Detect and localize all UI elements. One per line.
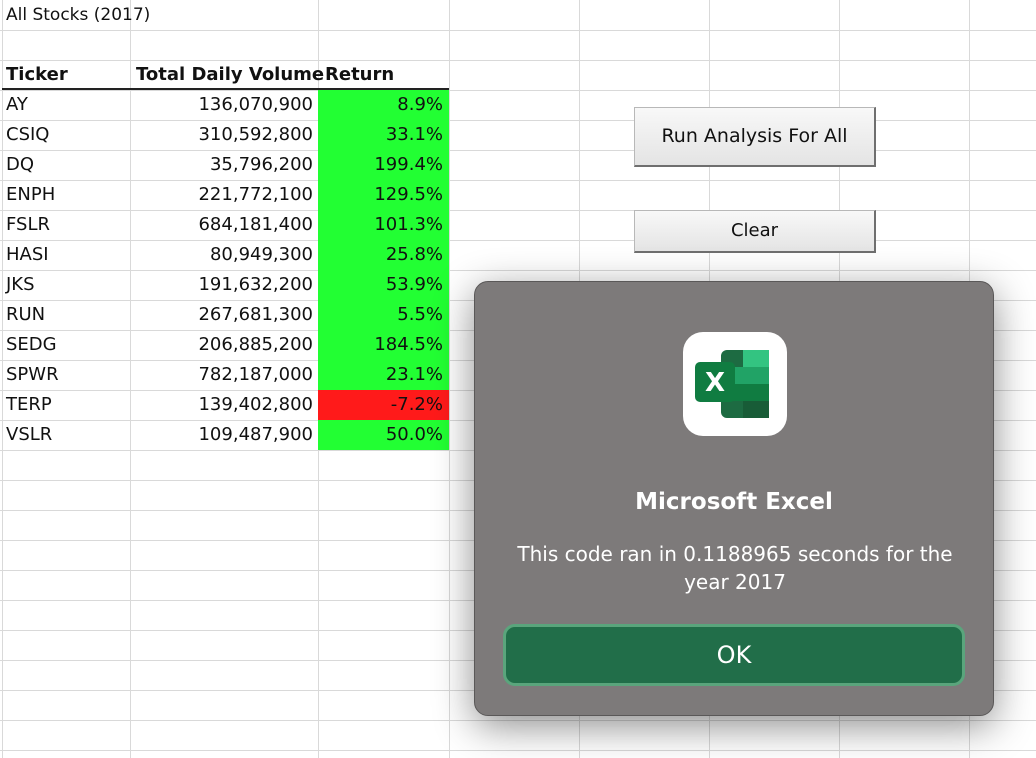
ticker-cell[interactable]: TERP: [6, 394, 52, 415]
grid-row-line: [0, 90, 1036, 91]
return-fill: [318, 210, 449, 240]
header-return: Return: [325, 64, 395, 85]
return-cell[interactable]: 184.5%: [374, 334, 443, 355]
volume-cell[interactable]: 80,949,300: [209, 244, 313, 265]
return-fill: [318, 330, 449, 360]
volume-cell[interactable]: 267,681,300: [198, 304, 313, 325]
ticker-cell[interactable]: ENPH: [6, 184, 56, 205]
grid-row-line: [0, 180, 1036, 181]
grid-column-line: [449, 0, 450, 758]
return-cell[interactable]: 8.9%: [397, 94, 443, 115]
volume-cell[interactable]: 35,796,200: [209, 154, 313, 175]
grid-row-line: [0, 750, 1036, 751]
volume-cell[interactable]: 206,885,200: [198, 334, 313, 355]
grid-row-line: [0, 120, 1036, 121]
svg-text:X: X: [705, 368, 725, 398]
return-fill: [318, 300, 449, 330]
grid-row-line: [0, 720, 1036, 721]
return-fill: [318, 240, 449, 270]
return-fill: [318, 150, 449, 180]
header-border: [2, 88, 449, 90]
ok-button[interactable]: OK: [503, 624, 965, 686]
dialog-message: This code ran in 0.1188965 seconds for t…: [517, 542, 953, 594]
ticker-cell[interactable]: JKS: [6, 274, 35, 295]
grid-row-line: [0, 270, 1036, 271]
volume-cell[interactable]: 139,402,800: [198, 394, 313, 415]
clear-button[interactable]: Clear: [634, 210, 876, 253]
ticker-cell[interactable]: DQ: [6, 154, 35, 175]
return-cell[interactable]: 5.5%: [397, 304, 443, 325]
return-cell[interactable]: 129.5%: [374, 184, 443, 205]
return-fill: [318, 180, 449, 210]
volume-cell[interactable]: 136,070,900: [198, 94, 313, 115]
grid-row-line: [0, 150, 1036, 151]
header-volume: Total Daily Volume: [136, 64, 325, 85]
header-ticker: Ticker: [6, 64, 68, 85]
dialog-title: Microsoft Excel: [635, 489, 833, 515]
ticker-cell[interactable]: RUN: [6, 304, 46, 325]
alert-dialog: X Microsoft Excel This code ran in 0.118…: [474, 281, 994, 716]
ticker-cell[interactable]: HASI: [6, 244, 49, 265]
ticker-cell[interactable]: VSLR: [6, 424, 53, 445]
ticker-cell[interactable]: FSLR: [6, 214, 50, 235]
return-cell[interactable]: 23.1%: [385, 364, 443, 385]
grid-column-line: [2, 0, 3, 758]
excel-app-icon: X: [683, 332, 787, 436]
volume-cell[interactable]: 782,187,000: [198, 364, 313, 385]
grid-row-line: [0, 240, 1036, 241]
return-fill: [318, 360, 449, 390]
return-cell[interactable]: 33.1%: [385, 124, 443, 145]
grid-column-line: [130, 0, 131, 758]
return-cell[interactable]: 101.3%: [374, 214, 443, 235]
ticker-cell[interactable]: CSIQ: [6, 124, 50, 145]
return-cell[interactable]: 199.4%: [374, 154, 443, 175]
volume-cell[interactable]: 191,632,200: [198, 274, 313, 295]
return-fill: [318, 120, 449, 150]
return-cell[interactable]: 50.0%: [385, 424, 443, 445]
return-fill: [318, 390, 449, 420]
sheet-title: All Stocks (2017): [6, 5, 151, 25]
return-cell[interactable]: -7.2%: [390, 394, 443, 415]
ticker-cell[interactable]: SEDG: [6, 334, 57, 355]
volume-cell[interactable]: 684,181,400: [198, 214, 313, 235]
grid-row-line: [0, 30, 1036, 31]
return-cell[interactable]: 53.9%: [385, 274, 443, 295]
return-cell[interactable]: 25.8%: [385, 244, 443, 265]
volume-cell[interactable]: 109,487,900: [198, 424, 313, 445]
return-fill: [318, 90, 449, 120]
ticker-cell[interactable]: SPWR: [6, 364, 59, 385]
volume-cell[interactable]: 310,592,800: [198, 124, 313, 145]
return-fill: [318, 420, 449, 450]
grid-row-line: [0, 60, 1036, 61]
grid-row-line: [0, 210, 1036, 211]
ticker-cell[interactable]: AY: [6, 94, 28, 115]
return-fill: [318, 270, 449, 300]
run-analysis-button[interactable]: Run Analysis For All: [634, 107, 876, 167]
volume-cell[interactable]: 221,772,100: [198, 184, 313, 205]
